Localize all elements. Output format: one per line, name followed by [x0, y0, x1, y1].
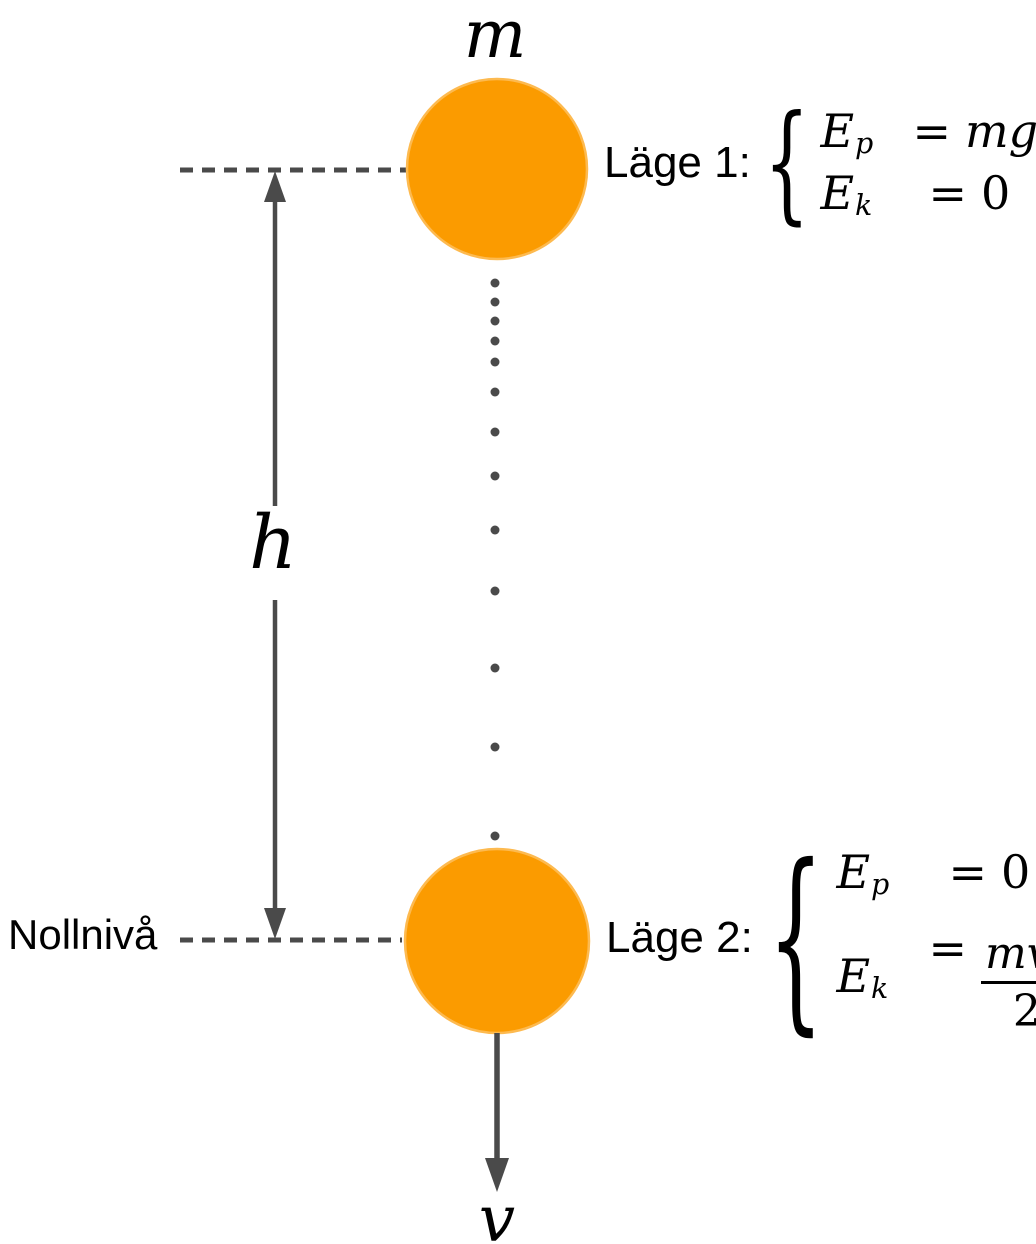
motion-dot	[490, 357, 500, 367]
motion-dot	[490, 663, 500, 673]
motion-dot	[490, 297, 500, 307]
state1-brace: {	[763, 87, 810, 238]
motion-dot-trail	[490, 278, 500, 841]
state1-label: Läge 1:	[604, 138, 751, 187]
state1-kinetic-energy-row: Ek = 0	[820, 166, 1036, 222]
state2-potential-energy-row: Ep = 0	[836, 845, 1036, 903]
motion-dot	[490, 831, 500, 841]
fraction-bar	[980, 981, 1036, 984]
state1-equations: Ep =mgh Ek =0	[820, 104, 1036, 222]
motion-dot	[490, 742, 500, 752]
fraction-denominator: 2	[1012, 986, 1036, 1037]
state2-brace: {	[767, 822, 824, 1054]
motion-dot	[490, 586, 500, 596]
motion-dot	[490, 278, 500, 288]
state1-equation-block: Läge 1: { Ep =mgh Ek =0	[604, 98, 1036, 228]
motion-dot	[490, 336, 500, 346]
potential-energy-value: =mgh	[912, 104, 1036, 158]
velocity-label: v	[478, 1183, 516, 1244]
motion-dot	[490, 471, 500, 481]
ball-position-1	[405, 77, 589, 261]
height-label: h	[249, 500, 297, 586]
state2-equations: Ep =0 Ek = mv2 2	[836, 845, 1036, 1035]
motion-dot	[490, 427, 500, 437]
height-arrow-head-down	[264, 908, 286, 939]
velocity-arrow-head	[485, 1158, 509, 1192]
state2-label: Läge 2:	[606, 913, 753, 962]
height-arrow-head-up	[264, 171, 286, 202]
potential-energy-symbol: Ep	[820, 104, 874, 161]
motion-dot	[490, 525, 500, 535]
kinetic-energy-value: = mv2 2	[928, 921, 1036, 1035]
potential-energy-value: = 0	[948, 844, 1031, 899]
state2-equation-block: Läge 2: { Ep =0 Ek = mv2 2	[606, 834, 1036, 1042]
kinetic-energy-value: = 0	[928, 166, 1011, 220]
zero-level-label: Nollnivå	[8, 911, 158, 958]
kinetic-energy-symbol: Ek	[820, 166, 873, 223]
fraction-numerator: mv2	[984, 927, 1036, 979]
state1-potential-energy-row: Ep =mgh	[820, 104, 1036, 160]
mass-label: m	[463, 0, 527, 73]
kinetic-energy-fraction: mv2 2	[980, 927, 1036, 1037]
kinetic-energy-symbol: Ek	[836, 949, 889, 1006]
ball-position-2	[403, 847, 591, 1035]
motion-dot	[490, 387, 500, 397]
state2-kinetic-energy-row: Ek = mv2 2	[836, 921, 1036, 1035]
potential-energy-symbol: Ep	[836, 844, 890, 902]
motion-dot	[490, 316, 500, 326]
